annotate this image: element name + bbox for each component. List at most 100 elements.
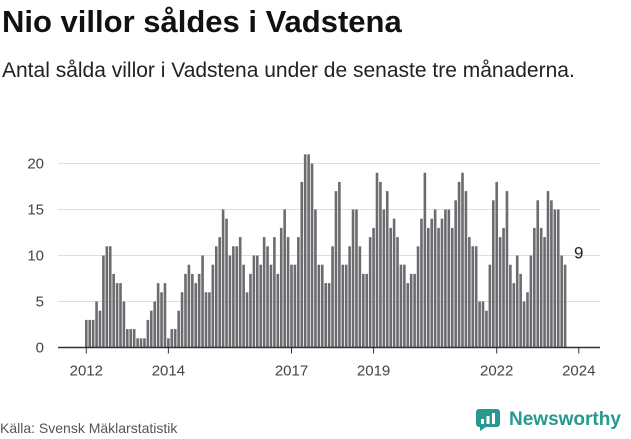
bar [509,264,512,348]
bar [389,227,392,348]
bar [303,154,307,348]
bar [382,209,386,348]
bar [444,209,447,348]
bar [115,283,119,348]
bar [427,227,430,348]
bar [201,255,204,348]
bar [488,264,492,348]
bar [170,329,174,348]
bar [355,209,358,348]
bar [423,172,427,348]
bar [543,237,546,348]
bar [433,209,437,348]
bar [177,310,180,348]
bar [139,338,143,348]
bar [197,273,201,348]
bar [160,292,163,348]
newsworthy-icon [476,409,500,431]
bar [211,264,215,348]
bar [208,292,211,348]
bar [149,310,153,348]
bar [85,319,88,348]
bar [372,227,375,348]
bar [519,273,522,348]
bar [187,264,191,348]
bar [413,273,416,348]
bar [351,209,355,348]
y-tick-label: 10 [27,248,44,265]
bar [163,283,167,348]
bar [399,264,403,348]
brand-name: Newsworthy [509,409,621,430]
bar [314,209,317,348]
bar [396,237,399,348]
bar [430,218,434,348]
bar [450,227,454,348]
bar [560,255,563,348]
bar [218,237,221,348]
bar [546,191,550,348]
bar [300,181,304,348]
bar [122,301,126,348]
bar [362,273,365,348]
bar [440,218,444,348]
bar [478,301,481,348]
bar [539,227,543,348]
bar [403,264,406,348]
bar [331,246,334,348]
bar [556,209,560,348]
y-tick-label: 15 [27,202,44,219]
bar [180,292,184,348]
bar [269,264,273,348]
y-tick-label: 0 [36,340,44,357]
bar [232,246,235,348]
bar [468,237,471,348]
bar [126,329,129,348]
bar [498,237,502,348]
x-tick-label: 2014 [152,363,185,380]
newsworthy-logo[interactable]: Newsworthy [475,408,621,432]
bar [225,218,228,348]
bar [481,301,485,348]
bar [536,200,540,348]
bar [307,154,310,348]
bar [108,246,112,348]
x-tick-label: 2017 [275,363,308,380]
bar [259,264,263,348]
x-tick-label: 2019 [357,363,390,380]
bar [474,246,478,348]
bar [249,273,252,348]
bar [238,237,242,348]
bar [358,246,362,348]
bar [286,237,290,348]
bar [348,246,351,348]
bar [221,209,225,348]
bar [447,209,451,348]
bar [409,273,413,348]
bar [522,301,526,348]
bar [471,246,475,348]
bar [515,255,519,348]
bar [324,283,327,348]
bar [279,227,283,348]
gridlines [58,163,600,302]
latest-value-label: 9 [574,244,583,263]
bar [563,264,567,348]
bar [385,191,389,348]
bar [341,264,345,348]
y-tick-label: 5 [36,294,44,311]
bar [365,273,369,348]
bar [167,338,170,348]
bar [245,292,249,348]
bar [529,255,533,348]
bar [266,246,269,348]
bar [420,218,423,348]
bars [85,154,567,348]
bar [105,246,109,348]
bar [526,292,529,348]
bar [194,283,198,348]
bar [502,227,505,348]
bar [129,329,133,348]
bar [454,200,457,348]
y-tick-label: 20 [27,156,44,173]
